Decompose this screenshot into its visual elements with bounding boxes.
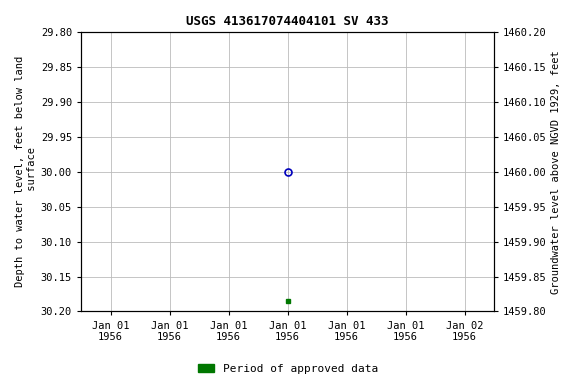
Y-axis label: Groundwater level above NGVD 1929, feet: Groundwater level above NGVD 1929, feet [551, 50, 561, 294]
Legend: Period of approved data: Period of approved data [193, 359, 383, 379]
Title: USGS 413617074404101 SV 433: USGS 413617074404101 SV 433 [186, 15, 389, 28]
Y-axis label: Depth to water level, feet below land
 surface: Depth to water level, feet below land su… [15, 56, 37, 287]
